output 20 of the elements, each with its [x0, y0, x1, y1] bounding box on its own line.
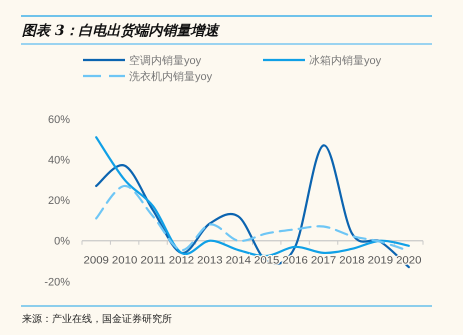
x-tick-label: 2009 — [84, 254, 110, 267]
legend-label: 空调内销量yoy — [129, 54, 202, 67]
x-tick-label: 2010 — [112, 254, 138, 267]
x-tick-label: 2016 — [282, 254, 308, 267]
x-tick-label: 2014 — [226, 254, 252, 267]
legend-label: 洗衣机内销量yoy — [129, 70, 213, 83]
x-tick-label: 2011 — [140, 254, 166, 267]
y-tick-label: 0% — [54, 236, 70, 248]
x-tick-label: 2018 — [339, 254, 365, 267]
source-note: 来源：产业在线，国金证券研究所 — [22, 313, 172, 325]
y-tick-label: 60% — [48, 114, 70, 126]
x-tick-label: 2013 — [197, 254, 223, 267]
y-tick-label: -20% — [44, 276, 70, 288]
y-tick-label: 40% — [48, 154, 70, 167]
legend-label: 冰箱内销量yoy — [309, 54, 382, 67]
x-tick-label: 2019 — [368, 254, 394, 267]
x-tick-label: 2017 — [310, 254, 336, 267]
chart-title: 图表 3：白电出货端内销量增速 — [22, 23, 221, 39]
y-tick-label: 20% — [48, 195, 70, 208]
x-tick-label: 2012 — [168, 254, 194, 267]
